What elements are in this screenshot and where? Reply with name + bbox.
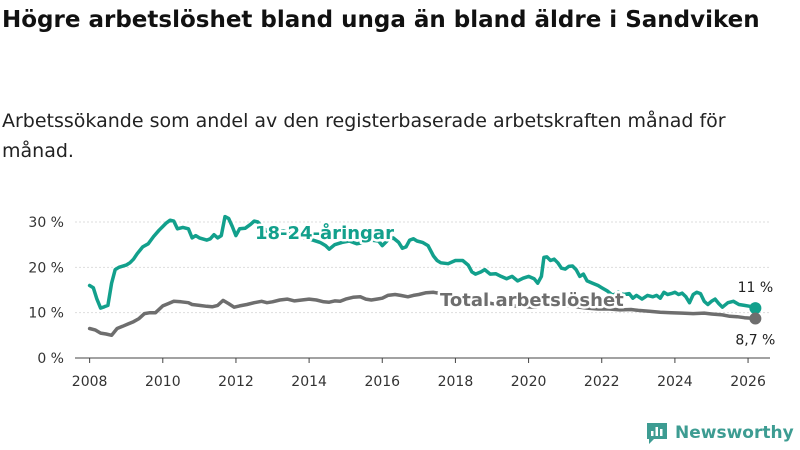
total-series-line [87,290,758,338]
x-tick-label: 2018 [438,374,474,390]
series-lines [87,214,762,338]
x-tick-label: 2016 [364,374,400,390]
youth-series-label: 18-24-åringar [255,222,394,244]
x-tick-label: 2022 [584,374,620,390]
total-series-label: Total arbetslöshet [440,290,624,311]
series-end-point [749,302,762,315]
y-tick-label: 0 % [37,351,64,367]
youth-end-value: 11 % [738,280,774,296]
series-end-point [749,312,762,325]
y-axis: 0 % 10 % 20 % 30 % [28,215,64,367]
brand-name: Newsworthy [675,423,794,443]
grid-lines [75,221,770,314]
x-tick-label: 2020 [511,374,547,390]
x-tick-label: 2024 [657,374,693,390]
x-tick-label: 2012 [218,374,254,390]
y-tick-label: 10 % [28,306,64,322]
x-tick-label: 2014 [291,374,327,390]
newsworthy-logo: Newsworthy [645,420,794,446]
chart-title: Högre arbetslöshet bland unga än bland ä… [2,7,760,33]
x-tick-label: 2010 [145,374,181,390]
youth-series-line [87,214,758,310]
chart-subtitle: Arbetssökande som andel av den registerb… [2,110,726,162]
x-tick-label: 2008 [72,374,108,390]
total-end-value: 8,7 % [735,333,775,349]
y-tick-label: 30 % [28,215,64,231]
x-tick-label: 2026 [730,374,766,390]
x-axis: 2008 2010 2012 2014 2016 2018 2020 2022 2024 2026 [72,357,770,390]
y-tick-label: 20 % [28,260,64,276]
bar-chart-logo-icon [647,423,667,444]
series-labels: 18-24-åringar Total arbetslöshet 11 % 8,7 % [253,220,778,352]
